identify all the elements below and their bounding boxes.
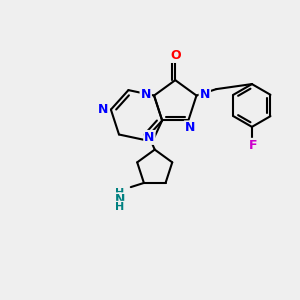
Text: N: N	[185, 122, 195, 134]
Text: N: N	[200, 88, 210, 100]
Text: N: N	[98, 103, 109, 116]
Text: H: H	[116, 202, 125, 212]
Text: N: N	[141, 88, 151, 100]
Text: N: N	[144, 131, 154, 144]
Text: H: H	[116, 188, 125, 198]
Text: O: O	[170, 49, 181, 62]
Text: F: F	[249, 139, 258, 152]
Text: N: N	[115, 194, 125, 206]
